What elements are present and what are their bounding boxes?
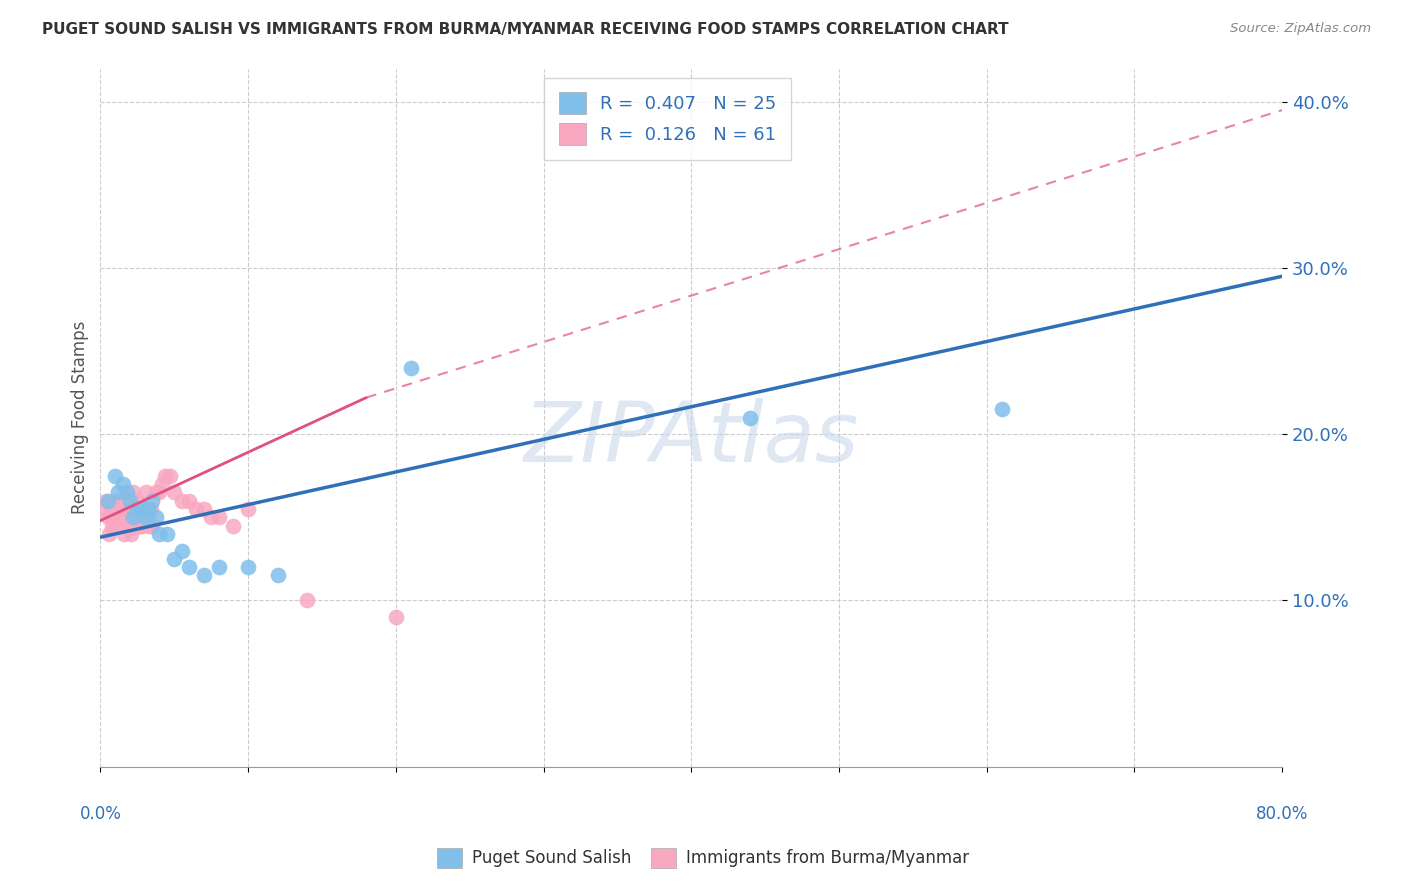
- Point: [118, 518, 141, 533]
- Point: [131, 502, 153, 516]
- Text: 0.0%: 0.0%: [79, 805, 121, 823]
- Point: [193, 502, 215, 516]
- Point: [128, 510, 150, 524]
- Point: [121, 502, 143, 516]
- Point: [110, 518, 132, 533]
- Point: [399, 360, 422, 375]
- Point: [132, 502, 155, 516]
- Point: [131, 502, 153, 516]
- Point: [266, 568, 288, 582]
- Point: [120, 527, 142, 541]
- Point: [170, 493, 193, 508]
- Point: [127, 502, 149, 516]
- Point: [124, 510, 146, 524]
- Text: Source: ZipAtlas.com: Source: ZipAtlas.com: [1230, 22, 1371, 36]
- Point: [111, 502, 134, 516]
- Point: [236, 502, 259, 516]
- Point: [107, 485, 129, 500]
- Point: [131, 518, 153, 533]
- Point: [200, 510, 222, 524]
- Text: 80.0%: 80.0%: [1256, 805, 1309, 823]
- Text: ZIPAtlas: ZIPAtlas: [523, 398, 859, 479]
- Point: [120, 510, 142, 524]
- Point: [104, 518, 127, 533]
- Point: [145, 510, 167, 524]
- Point: [207, 560, 229, 574]
- Point: [115, 485, 138, 500]
- Point: [138, 518, 160, 533]
- Point: [104, 502, 127, 516]
- Text: PUGET SOUND SALISH VS IMMIGRANTS FROM BURMA/MYANMAR RECEIVING FOOD STAMPS CORREL: PUGET SOUND SALISH VS IMMIGRANTS FROM BU…: [42, 22, 1010, 37]
- Point: [222, 518, 245, 533]
- Point: [156, 527, 179, 541]
- Point: [136, 502, 159, 516]
- Point: [159, 468, 181, 483]
- Point: [170, 543, 193, 558]
- Point: [129, 518, 152, 533]
- Point: [135, 485, 157, 500]
- Point: [134, 510, 156, 524]
- Point: [118, 502, 141, 516]
- Point: [114, 502, 136, 516]
- Legend: Puget Sound Salish, Immigrants from Burma/Myanmar: Puget Sound Salish, Immigrants from Burm…: [430, 841, 976, 875]
- Point: [127, 493, 149, 508]
- Point: [115, 493, 138, 508]
- Point: [112, 510, 135, 524]
- Point: [124, 518, 146, 533]
- Point: [134, 502, 156, 516]
- Point: [207, 510, 229, 524]
- Point: [136, 510, 159, 524]
- Point: [111, 477, 134, 491]
- Y-axis label: Receiving Food Stamps: Receiving Food Stamps: [72, 321, 89, 515]
- Point: [145, 485, 167, 500]
- Point: [103, 510, 125, 524]
- Point: [148, 527, 170, 541]
- Point: [118, 493, 141, 508]
- Point: [117, 510, 139, 524]
- Point: [108, 502, 131, 516]
- Point: [111, 518, 134, 533]
- Point: [134, 510, 156, 524]
- Point: [91, 502, 114, 516]
- Point: [139, 502, 162, 516]
- Point: [101, 518, 124, 533]
- Point: [177, 493, 200, 508]
- Point: [236, 560, 259, 574]
- Point: [152, 477, 174, 491]
- Point: [127, 518, 149, 533]
- Point: [177, 560, 200, 574]
- Point: [141, 518, 163, 533]
- Point: [100, 502, 122, 516]
- Point: [990, 402, 1012, 417]
- Point: [112, 527, 135, 541]
- Point: [98, 527, 121, 541]
- Point: [163, 551, 186, 566]
- Point: [193, 568, 215, 582]
- Point: [385, 610, 408, 624]
- Point: [148, 485, 170, 500]
- Point: [115, 518, 138, 533]
- Point: [125, 502, 148, 516]
- Point: [186, 502, 208, 516]
- Point: [104, 468, 127, 483]
- Point: [121, 485, 143, 500]
- Point: [96, 493, 118, 508]
- Point: [155, 468, 177, 483]
- Point: [740, 410, 762, 425]
- Point: [163, 485, 186, 500]
- Point: [107, 510, 129, 524]
- Point: [107, 493, 129, 508]
- Legend: R =  0.407   N = 25, R =  0.126   N = 61: R = 0.407 N = 25, R = 0.126 N = 61: [544, 78, 792, 160]
- Point: [97, 493, 120, 508]
- Point: [104, 493, 127, 508]
- Point: [141, 493, 163, 508]
- Point: [295, 593, 318, 607]
- Point: [121, 510, 143, 524]
- Point: [97, 510, 120, 524]
